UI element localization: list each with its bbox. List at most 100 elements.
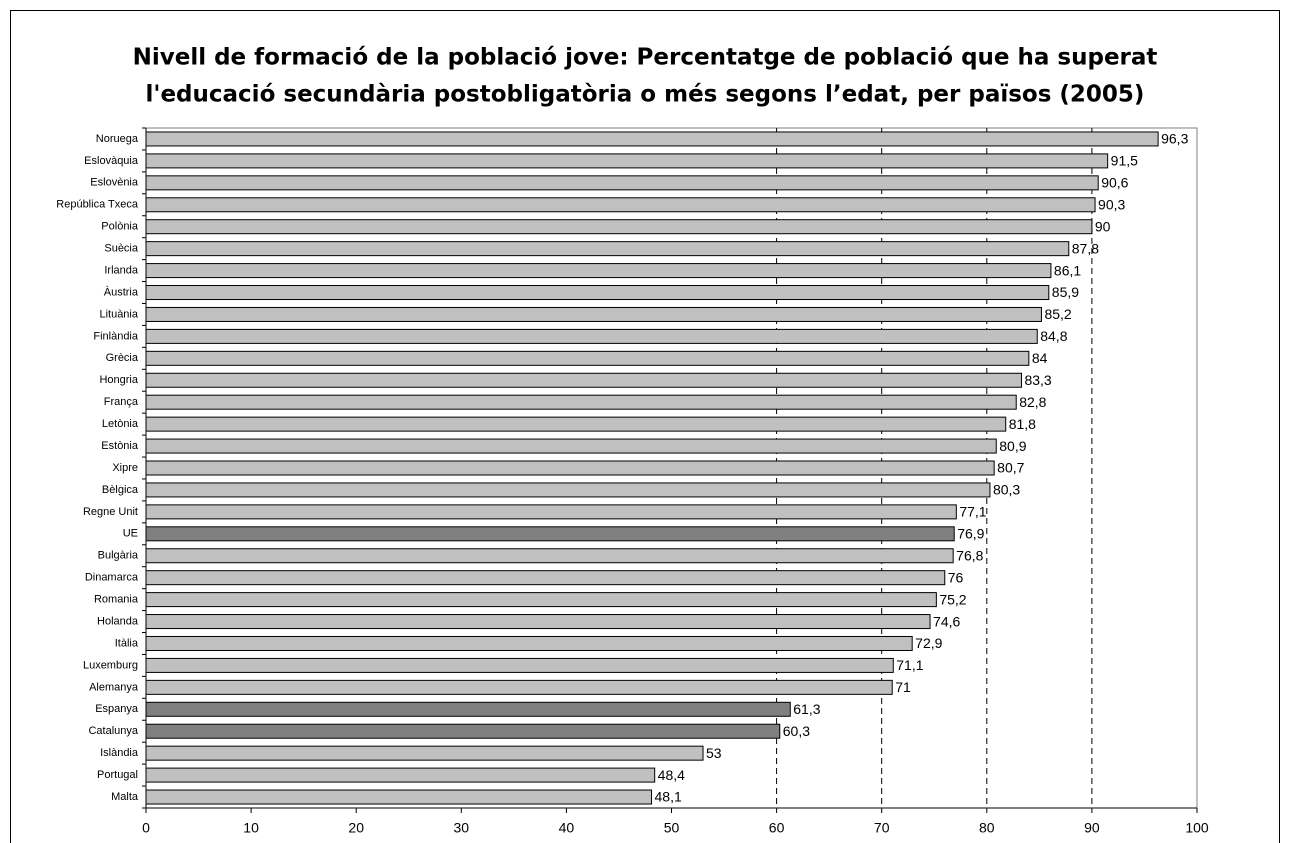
- y-tick-label: Àustria: [104, 285, 139, 298]
- data-label: 60,3: [783, 723, 810, 739]
- y-tick-label: Bulgària: [98, 550, 139, 562]
- data-label: 76,9: [957, 526, 984, 542]
- y-tick-label: Islàndia: [100, 747, 139, 759]
- x-tick-label: 60: [769, 820, 785, 836]
- data-label: 77,1: [959, 504, 986, 520]
- data-label: 91,5: [1111, 153, 1138, 169]
- y-tick-label: Holanda: [97, 615, 139, 627]
- y-tick-label: Itàlia: [115, 637, 139, 649]
- bar: [145, 394, 1017, 410]
- data-label: 48,1: [655, 789, 682, 805]
- bar: [145, 570, 946, 586]
- bar: [145, 416, 1007, 432]
- data-label: 75,2: [939, 591, 966, 607]
- y-tick-label: Catalunya: [88, 725, 138, 737]
- y-tick-label: República Txeca: [56, 199, 139, 211]
- y-tick-label: Estònia: [101, 440, 139, 452]
- data-label: 71: [895, 679, 911, 695]
- data-label: 76: [948, 569, 964, 585]
- y-tick-label: Dinamarca: [85, 572, 139, 584]
- bar: [145, 723, 781, 739]
- y-tick-label: Eslovènia: [90, 177, 139, 189]
- y-tick-label: Regne Unit: [83, 506, 138, 518]
- y-tick-label: Eslovàquia: [84, 155, 139, 167]
- bar: [145, 679, 893, 695]
- x-tick-label: 100: [1185, 820, 1209, 836]
- data-label: 82,8: [1019, 394, 1046, 410]
- y-tick-label: Suècia: [104, 243, 139, 255]
- chart-title: Nivell de formació de la població jove: …: [133, 45, 1158, 71]
- y-tick-label: Irlanda: [104, 264, 139, 276]
- x-tick-label: 80: [979, 820, 995, 836]
- y-tick-label: França: [104, 396, 139, 408]
- y-tick-label: Espanya: [95, 703, 139, 715]
- x-tick-label: 90: [1084, 820, 1100, 836]
- y-tick-label: Malta: [111, 791, 139, 803]
- y-tick-label: Letònia: [102, 418, 139, 430]
- data-label: 86,1: [1054, 262, 1081, 278]
- bar: [145, 745, 704, 761]
- bar: [145, 592, 937, 608]
- data-label: 80,3: [993, 482, 1020, 498]
- bar: [145, 372, 1022, 388]
- bar: [145, 657, 894, 673]
- bar: [145, 241, 1070, 257]
- bar: [145, 328, 1038, 344]
- y-tick-label: Portugal: [97, 769, 138, 781]
- data-label: 80,7: [997, 460, 1024, 476]
- y-tick-label: Polònia: [101, 221, 139, 233]
- bar: [145, 701, 791, 717]
- bar: [145, 635, 913, 651]
- data-label: 85,2: [1044, 306, 1071, 322]
- y-tick-label: Finlàndia: [93, 330, 139, 342]
- data-label: 90,6: [1101, 175, 1128, 191]
- bar: [145, 153, 1109, 169]
- x-tick-label: 70: [874, 820, 890, 836]
- x-tick-label: 50: [664, 820, 680, 836]
- data-label: 48,4: [658, 767, 685, 783]
- x-tick-label: 30: [454, 820, 470, 836]
- data-label: 71,1: [896, 657, 923, 673]
- bar: [145, 131, 1159, 147]
- bar: [145, 263, 1052, 279]
- chart-frame: [10, 10, 1280, 843]
- y-tick-label: Hongria: [99, 374, 138, 386]
- data-label: 80,9: [999, 438, 1026, 454]
- data-label: 90,3: [1098, 196, 1125, 212]
- y-tick-label: UE: [123, 528, 138, 540]
- data-label: 81,8: [1009, 416, 1036, 432]
- bar: [145, 438, 997, 454]
- bar: [145, 767, 656, 783]
- bar: [145, 285, 1050, 301]
- y-tick-label: Grècia: [106, 352, 139, 364]
- bar: [145, 350, 1030, 366]
- chart-title: l'educació secundària postobligatòria o …: [146, 82, 1145, 108]
- y-tick-label: Bèlgica: [102, 484, 139, 496]
- x-tick-label: 10: [243, 820, 259, 836]
- bar: [145, 197, 1096, 213]
- x-tick-label: 40: [559, 820, 575, 836]
- data-label: 76,8: [956, 547, 983, 563]
- bar: [145, 306, 1042, 322]
- data-label: 74,6: [933, 613, 960, 629]
- data-label: 83,3: [1024, 372, 1051, 388]
- y-tick-label: Luxemburg: [83, 659, 138, 671]
- data-label: 90: [1095, 218, 1111, 234]
- data-label: 96,3: [1161, 131, 1188, 147]
- y-tick-label: Xipre: [112, 462, 138, 474]
- x-tick-label: 0: [142, 820, 150, 836]
- y-tick-label: Alemanya: [89, 681, 139, 693]
- y-tick-label: Lituània: [99, 308, 138, 320]
- bar: [145, 526, 955, 542]
- data-label: 85,9: [1052, 284, 1079, 300]
- data-label: 84,8: [1040, 328, 1067, 344]
- bar: [145, 460, 995, 476]
- data-label: 61,3: [793, 701, 820, 717]
- data-label: 53: [706, 745, 722, 761]
- bar: [145, 219, 1093, 235]
- bar: [145, 614, 931, 630]
- bar: [145, 548, 954, 564]
- bar: [145, 175, 1099, 191]
